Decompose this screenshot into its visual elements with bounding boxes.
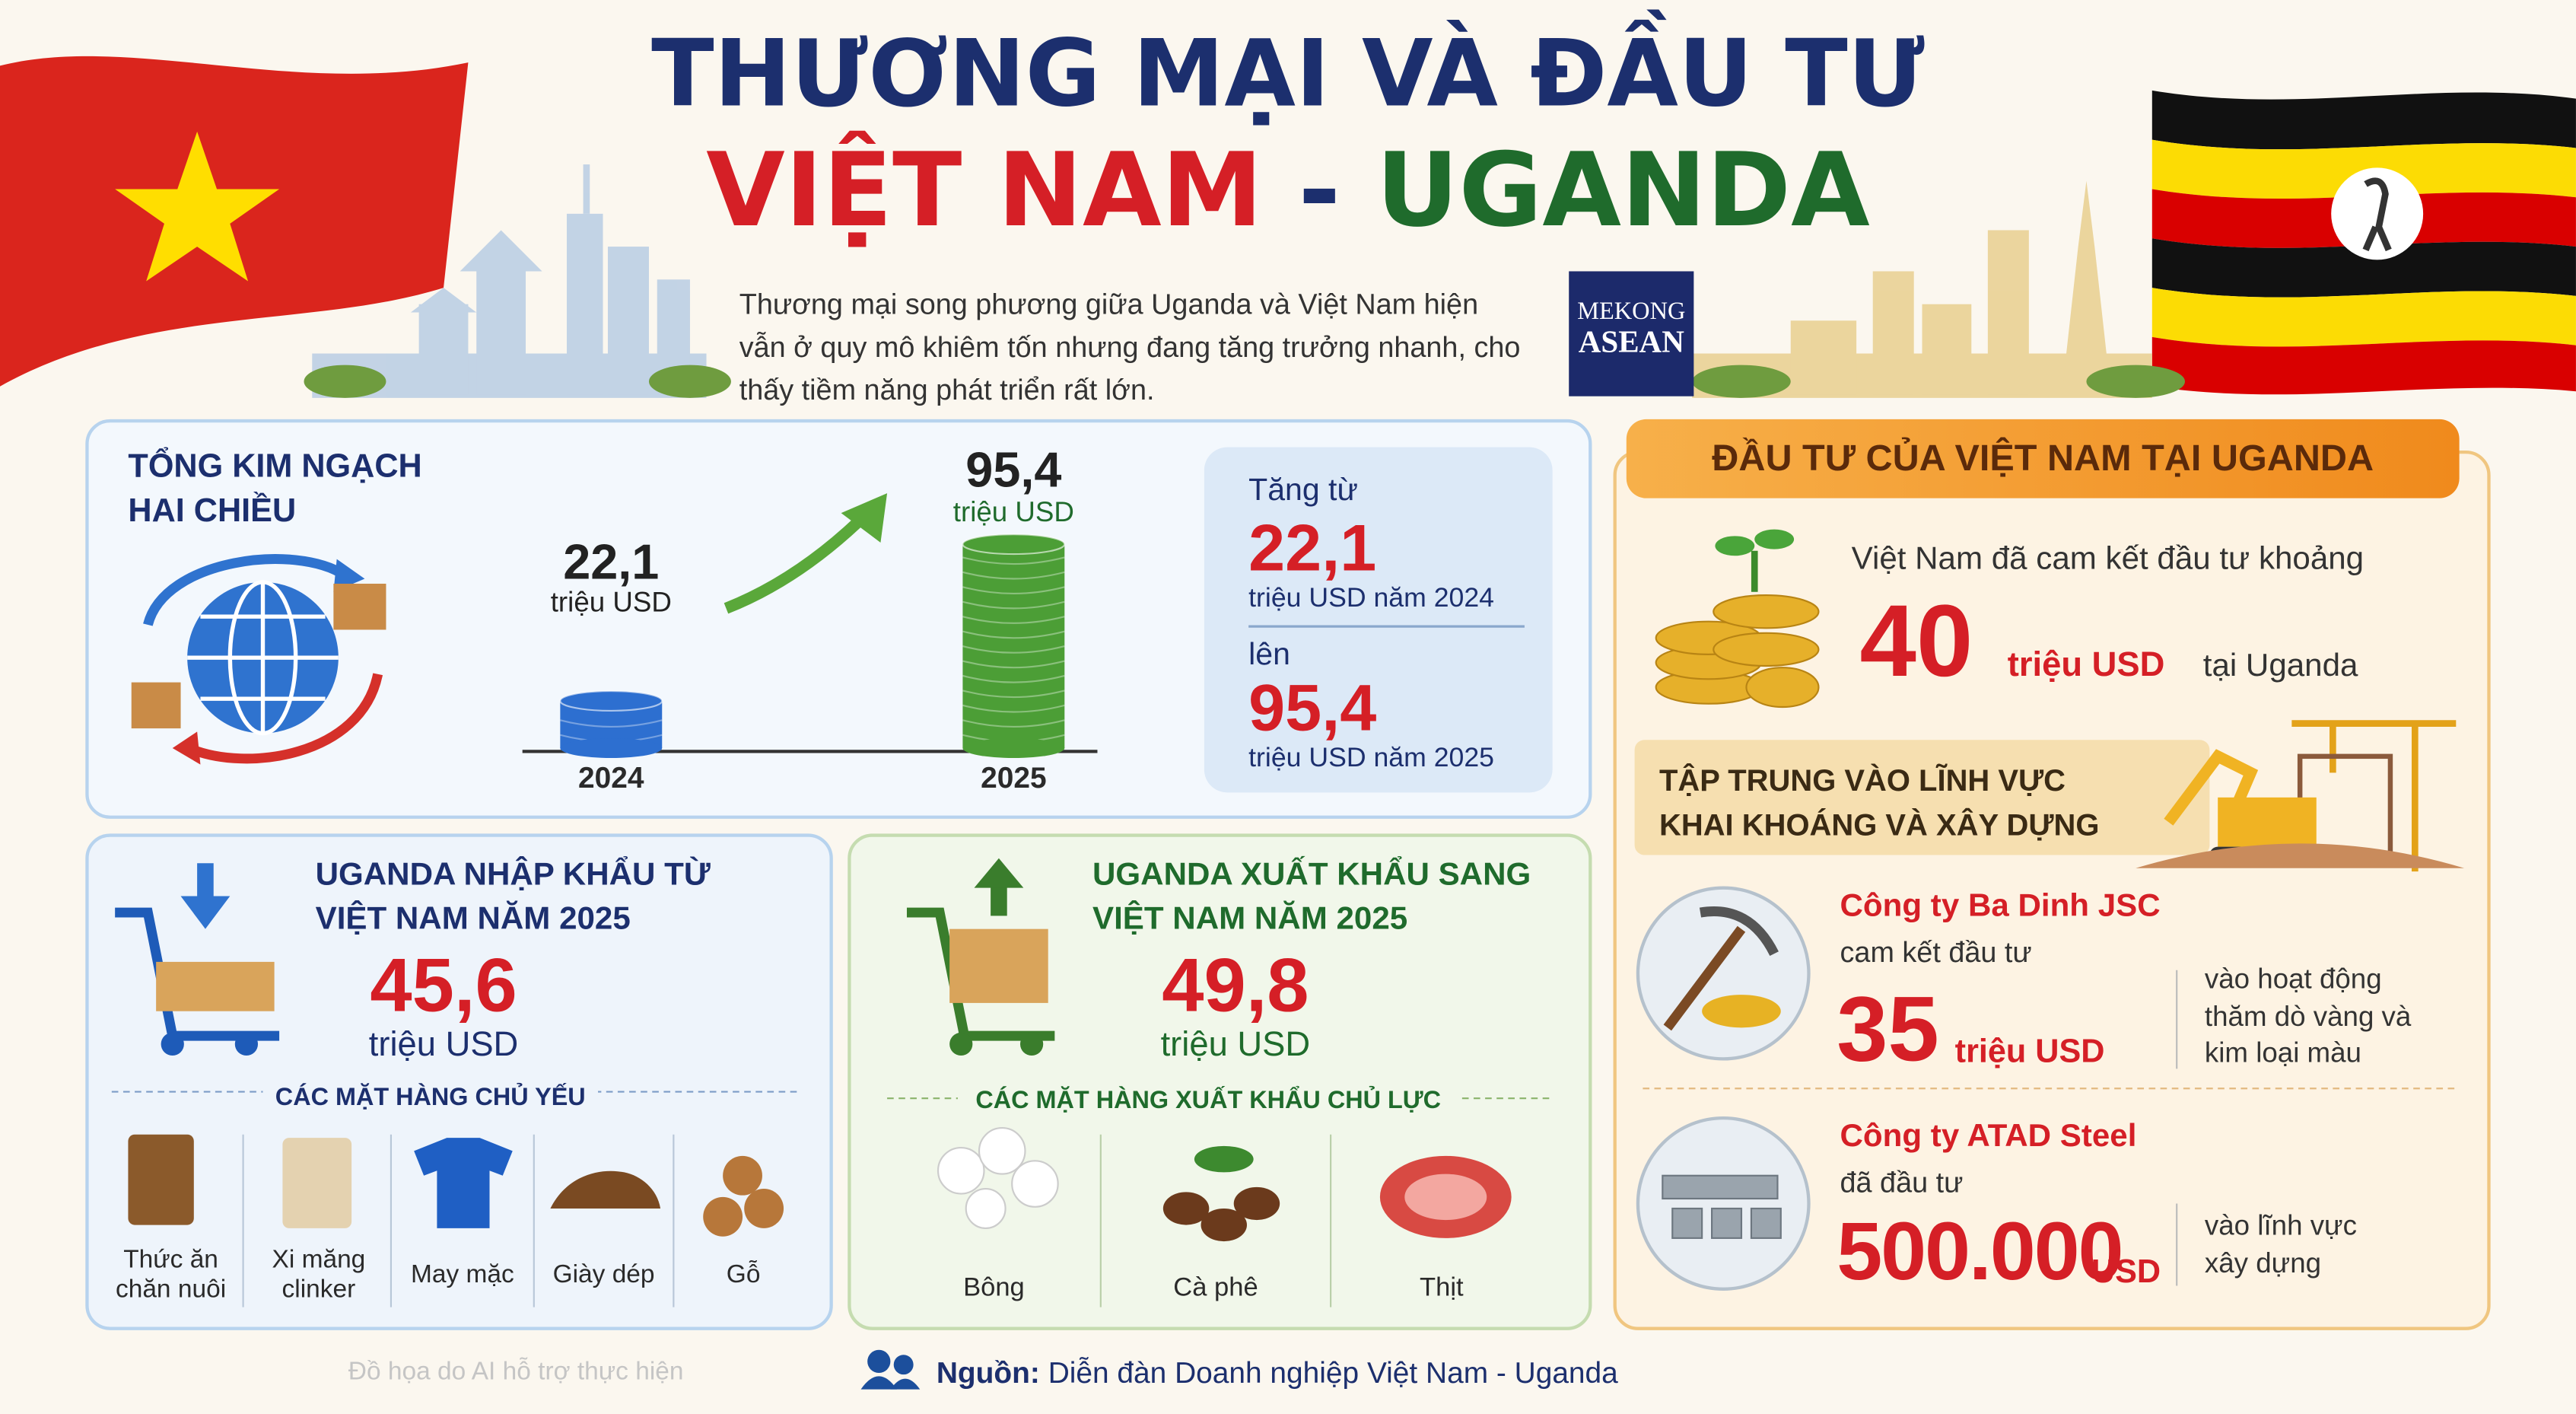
stack-ridge	[962, 674, 1065, 683]
import-value: 45,6	[370, 941, 517, 1028]
stack-ridge	[962, 704, 1065, 713]
company-value: 35	[1837, 976, 1939, 1081]
logo-top: MEKONG	[1577, 299, 1686, 326]
stack-ridge	[962, 571, 1065, 580]
company-unit: USD	[2091, 1254, 2161, 1291]
company-purpose: vào hoạt động thăm dò vàng và kim loại m…	[2204, 963, 2412, 1069]
company-verb: cam kết đầu tư	[1840, 935, 2032, 969]
commit-place: tại Uganda	[2202, 648, 2358, 684]
source-text: Diễn đàn Doanh nghiệp Việt Nam - Uganda	[1048, 1356, 1618, 1390]
stack-ridge	[962, 600, 1065, 610]
stack-ridge	[962, 616, 1065, 624]
focus-banner	[1634, 740, 2210, 855]
summary-from-label: Tăng từ	[1248, 473, 1358, 508]
company-unit: triệu USD	[1954, 1033, 2105, 1071]
stack-ridge	[962, 719, 1065, 728]
logo-bottom: ASEAN	[1578, 325, 1684, 361]
import-cart-icon	[115, 863, 280, 1056]
vietnam-flag	[0, 56, 469, 387]
year-2024: 2024	[578, 761, 644, 795]
export-item-icons	[937, 1127, 1512, 1242]
export-separators	[1099, 1134, 1332, 1307]
export-items-title: CÁC MẶT HÀNG XUẤT KHẨU CHỦ LỰC	[957, 1087, 1459, 1116]
title-sep: -	[1298, 129, 1341, 250]
summary-to-label: lên	[1248, 638, 1290, 673]
title-vn: VIỆT NAM	[706, 129, 1263, 250]
year-2025: 2025	[981, 761, 1047, 795]
title-ug: UGANDA	[1375, 129, 1870, 250]
company-purpose: vào lĩnh vực xây dựng	[2204, 1210, 2357, 1279]
unit-2025: triệu USD	[952, 496, 1074, 528]
stack-bottom	[560, 738, 663, 758]
construction-icon	[2136, 720, 2465, 872]
stack-ridge	[962, 689, 1065, 699]
import-item: May mặc	[410, 1261, 514, 1289]
commit-value: 40	[1859, 585, 1973, 699]
import-item: Thức ăn chăn nuôi	[115, 1246, 227, 1304]
title-line2: VIỆT NAM - UGANDA	[0, 132, 2576, 249]
stack-top	[559, 689, 663, 712]
import-title: UGANDA NHẬP KHẨU TỪ VIỆT NAM NĂM 2025	[315, 856, 711, 938]
value-2025: 95,4	[965, 444, 1062, 498]
stack-ridge	[560, 719, 663, 728]
export-unit: triệu USD	[1160, 1026, 1311, 1064]
intro-text: Thương mại song phương giữa Uganda và Vi…	[739, 288, 1521, 406]
foliage	[304, 365, 2186, 398]
export-title: UGANDA XUẤT KHẨU SANG VIỆT NAM NĂM 2025	[1092, 856, 1531, 938]
source-icon	[860, 1349, 921, 1390]
commit-text: Việt Nam đã cam kết đầu tư khoảng	[1851, 540, 2365, 578]
import-item: Gỗ	[726, 1261, 761, 1289]
growth-arrowhead	[841, 493, 888, 543]
source-label: Nguồn:	[936, 1356, 1040, 1390]
source-line: Nguồn: Diễn đàn Doanh nghiệp Việt Nam - …	[937, 1356, 1618, 1390]
trade-stack	[962, 544, 1065, 749]
logo-box	[1569, 271, 1694, 396]
investment-title: ĐẦU TƯ CỦA VIỆT NAM TẠI UGANDA	[1712, 437, 2374, 479]
total-title: TỔNG KIM NGẠCH HAI CHIỀU	[128, 448, 422, 530]
company-name: Công ty Ba Dinh JSC	[1840, 887, 2161, 925]
value-2024: 22,1	[563, 536, 660, 591]
export-value: 49,8	[1162, 941, 1309, 1028]
import-items-title: CÁC MẶT HÀNG CHỦ YẾU	[262, 1083, 599, 1113]
globe-icon	[131, 554, 386, 765]
company-value: 500.000	[1837, 1205, 2123, 1298]
investment-header	[1626, 419, 2460, 498]
company-verb: đã đầu tư	[1840, 1165, 1964, 1199]
summary-to-unit: triệu USD năm 2025	[1248, 743, 1494, 773]
title-line1: THƯƠNG MẠI VÀ ĐẦU TƯ	[651, 21, 1925, 129]
stack-bottom	[962, 738, 1065, 758]
summary-from-value: 22,1	[1248, 513, 1377, 586]
import-unit: triệu USD	[368, 1026, 519, 1064]
summary-box	[1204, 447, 1553, 793]
focus-text: TẬP TRUNG VÀO LĨNH VỰC KHAI KHOÁNG VÀ XÂ…	[1658, 763, 2100, 842]
export-item: Bông	[963, 1274, 1025, 1303]
export-item: Cà phê	[1173, 1274, 1258, 1303]
pickaxe-icon	[1636, 886, 1811, 1061]
company-name: Công ty ATAD Steel	[1840, 1118, 2137, 1154]
unit-2024: triệu USD	[550, 587, 672, 619]
commit-unit: triệu USD	[2007, 646, 2165, 684]
uganda-flag	[2151, 90, 2576, 395]
stack-ridge	[962, 660, 1065, 669]
import-separators	[242, 1134, 675, 1307]
import-item: Xi măng clinker	[272, 1246, 366, 1304]
export-item: Thịt	[1420, 1274, 1464, 1303]
summary-from-unit: triệu USD năm 2024	[1248, 583, 1494, 613]
stack-ridge	[962, 586, 1065, 595]
stack-top	[962, 533, 1066, 556]
export-cart-icon	[906, 858, 1055, 1056]
coins-icon	[1655, 529, 1820, 709]
summary-to-value: 95,4	[1248, 672, 1377, 745]
steel-icon	[1636, 1116, 1811, 1291]
stack-ridge	[962, 556, 1065, 565]
import-item: Giày dép	[552, 1261, 655, 1289]
flag-star	[115, 131, 280, 282]
ai-credit: Đồ họa do AI hỗ trợ thực hiện	[348, 1358, 684, 1387]
stack-ridge	[962, 645, 1065, 654]
import-item-icons	[128, 1134, 784, 1237]
stack-ridge	[962, 630, 1065, 639]
